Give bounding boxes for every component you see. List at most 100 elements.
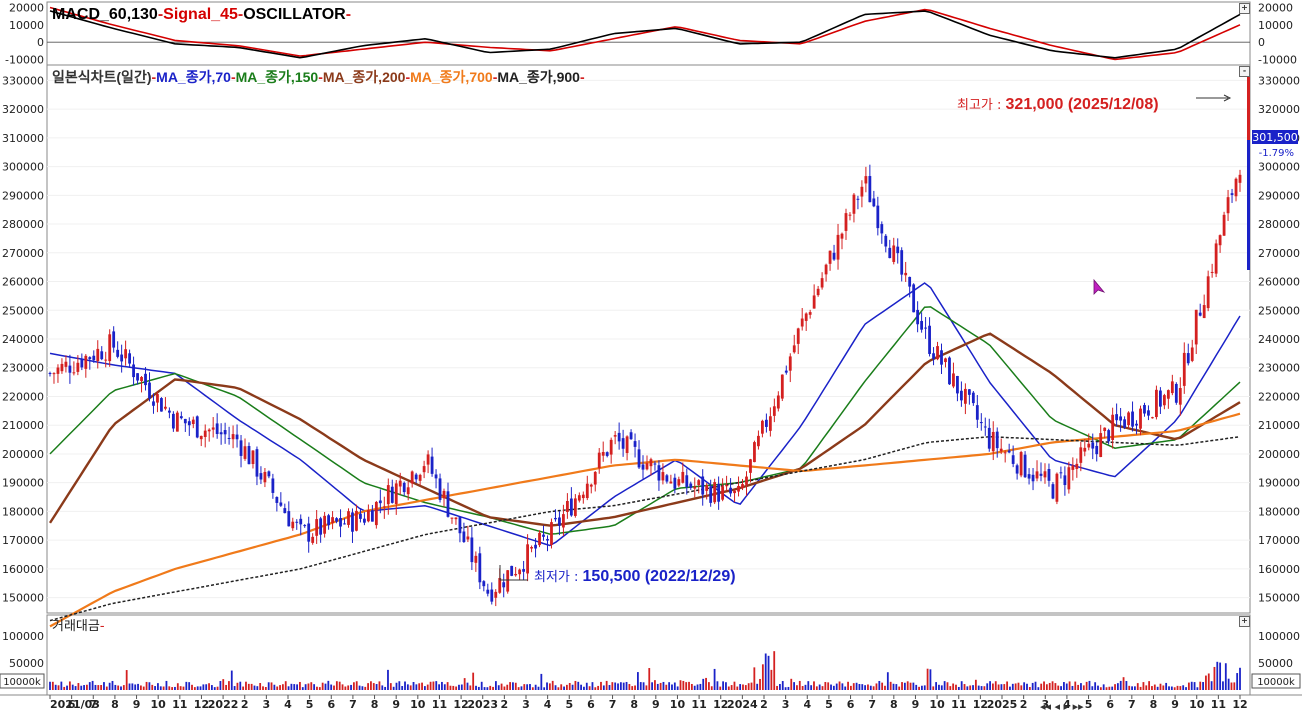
candle-body <box>343 523 346 525</box>
candle-body <box>936 346 939 360</box>
candle-body <box>498 578 502 593</box>
candle-body <box>772 406 776 416</box>
volume-bar <box>906 681 909 690</box>
x-axis-label: 11 <box>951 698 966 711</box>
volume-bar <box>409 685 412 690</box>
candle-body <box>363 518 366 523</box>
volume-bar <box>335 681 338 690</box>
volume-bar <box>245 681 247 690</box>
price-tick-label-left: 160000 <box>2 563 44 576</box>
macd-legend: MACD_60,130-Signal_45-OSCILLATOR- <box>52 6 351 23</box>
volume-bar <box>776 685 778 690</box>
candle-body <box>800 318 804 327</box>
volume-bar <box>622 682 625 690</box>
scroll-arrows-icon[interactable]: ◂◂ ◂ ▸ ▸▸ <box>1040 700 1084 712</box>
volume-bar <box>338 681 341 690</box>
volume-bar <box>926 668 929 690</box>
price-legend-item: MA_종가,200 <box>323 69 406 85</box>
volume-bar <box>100 685 103 690</box>
macd-panel-expand-icon[interactable]: + <box>1239 3 1250 14</box>
candle-body <box>1047 468 1051 481</box>
candle-body <box>701 476 705 495</box>
volume-bar <box>915 684 918 690</box>
candle-body <box>737 485 740 492</box>
candle-body <box>884 235 888 247</box>
macd-legend-item: MACD_60,130 <box>52 6 158 23</box>
volume-bar <box>287 686 290 690</box>
price-tick-label-right: 230000 <box>1258 362 1300 375</box>
x-axis-label: 2 <box>241 698 249 711</box>
candle-body <box>347 511 350 525</box>
candle-body <box>788 356 792 371</box>
candle-body <box>749 459 752 473</box>
price-panel-collapse-icon[interactable]: - <box>1239 66 1250 77</box>
volume-bar <box>912 682 915 690</box>
candle-body <box>597 452 601 469</box>
volume-bar <box>57 685 60 690</box>
volume-bar <box>344 686 347 690</box>
volume-bar <box>86 684 88 690</box>
candle-body <box>466 536 470 540</box>
volume-bar <box>401 686 404 690</box>
candle-body <box>617 432 621 442</box>
volume-bar <box>1153 684 1156 690</box>
price-tick-label-right: 280000 <box>1258 218 1300 231</box>
volume-bar <box>790 678 793 690</box>
candle-body <box>434 474 438 479</box>
candle-body <box>1095 445 1099 455</box>
x-axis-label: 11 <box>172 698 187 711</box>
candle-body <box>486 589 490 594</box>
price-tick-label-right: 300000 <box>1258 161 1300 174</box>
candle-body <box>757 435 760 447</box>
volume-bar <box>367 683 369 690</box>
price-legend-item: MA_종가,700 <box>410 69 493 85</box>
volume-panel-expand-icon[interactable]: + <box>1239 616 1250 627</box>
volume-bar <box>1173 687 1176 690</box>
volume-bar <box>543 687 546 690</box>
volume-bar <box>696 684 699 690</box>
candle-body <box>753 442 756 463</box>
price-tick-label-right: 190000 <box>1258 477 1300 490</box>
candle-body <box>685 475 689 488</box>
candle-body <box>394 483 398 504</box>
price-tick-label-right: 180000 <box>1258 505 1300 518</box>
price-legend-item: MA_종가,900 <box>497 69 580 85</box>
candle-body <box>1071 465 1075 470</box>
volume-bar <box>895 684 898 690</box>
volume-bar <box>117 685 120 690</box>
price-tick-label-left: 170000 <box>2 534 44 547</box>
candle-body <box>323 515 327 534</box>
candle-body <box>820 278 824 288</box>
volume-bar <box>588 686 591 690</box>
volume-bar <box>364 686 367 690</box>
candle-body <box>550 522 553 545</box>
candle-body <box>558 517 561 526</box>
volume-bar <box>264 687 267 690</box>
volume-bar <box>784 687 787 690</box>
volume-bar <box>313 684 316 690</box>
volume-bar <box>236 682 239 690</box>
candle-body <box>160 398 163 412</box>
volume-unit-right: 10000k <box>1257 677 1295 688</box>
horizontal-scroll-controls[interactable]: ◂◂ ◂ ▸ ▸▸ <box>1040 700 1084 712</box>
candle-body <box>824 264 828 275</box>
volume-bar <box>429 681 432 690</box>
candle-body <box>410 471 414 484</box>
volume-bar <box>80 685 83 690</box>
candle-body <box>761 420 764 434</box>
volume-bar <box>1071 685 1074 690</box>
candle-body <box>1091 442 1095 449</box>
volume-panel <box>46 614 1251 696</box>
candle-body <box>1003 452 1007 454</box>
price-tick-label-right: 330000 <box>1258 74 1300 87</box>
volume-bar <box>503 686 506 690</box>
candle-body <box>1027 474 1031 479</box>
volume-bar <box>986 683 989 690</box>
x-axis-label: 7 <box>1128 698 1136 711</box>
volume-bar <box>708 682 710 690</box>
volume-bar <box>273 684 276 690</box>
volume-bar <box>68 681 71 690</box>
candle-body <box>1055 473 1059 502</box>
candle-body <box>470 537 474 563</box>
price-tick-label-left: 310000 <box>2 132 44 145</box>
